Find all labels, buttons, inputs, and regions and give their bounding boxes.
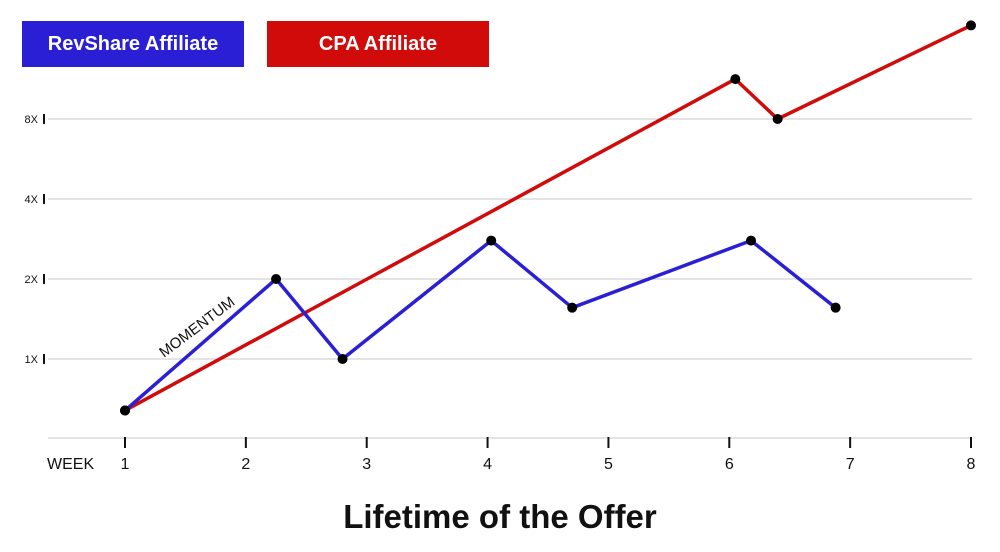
y-tick-label-2X: 2X [25,274,39,286]
series-line-revshare-affiliate [123,238,838,413]
momentum-annotation: MOMENTUM [156,293,238,361]
x-tick-labels: 1 2 3 4 5 6 7 8 [121,456,976,473]
x-tick-label-3: 3 [362,456,371,473]
x-tick-label-2: 2 [241,456,250,473]
data-points [120,20,976,416]
y-tick-labels: 1X 2X 4X 8X [25,114,39,366]
data-point-revshare-affiliate-6 [746,235,757,246]
x-tick-label-4: 4 [483,456,492,473]
y-tick-label-8X: 8X [25,114,39,126]
data-point-revshare-affiliate-3 [337,354,348,364]
legend-revshare-affiliate: RevShare Affiliate [22,21,244,67]
series-line-cpa-affiliate [123,23,973,413]
x-tick-label-6: 6 [725,456,734,473]
data-point-revshare-affiliate-2 [271,274,282,284]
x-tick-label-7: 7 [846,456,855,473]
data-point-revshare-affiliate-5 [567,302,578,313]
data-point-cpa-affiliate-3 [772,114,783,124]
data-point-revshare-affiliate-1 [120,405,130,416]
y-tick-label-1X: 1X [25,354,39,366]
x-tick-label-8: 8 [967,456,976,473]
data-point-revshare-affiliate-4 [486,235,497,246]
series-lines [123,23,973,413]
x-tick-label-1: 1 [121,456,130,473]
grid-lines [48,118,972,360]
chart-title: Lifetime of the Offer [343,498,657,535]
legend-cpa-affiliate: CPA Affiliate [267,21,489,67]
data-point-cpa-affiliate-2 [730,74,741,85]
x-axis-label: WEEK [47,456,94,473]
data-point-revshare-affiliate-7 [830,302,841,313]
x-tick-label-5: 5 [604,456,613,473]
data-point-cpa-affiliate-4 [966,20,976,31]
y-tick-label-4X: 4X [25,194,39,206]
axes [43,114,972,448]
